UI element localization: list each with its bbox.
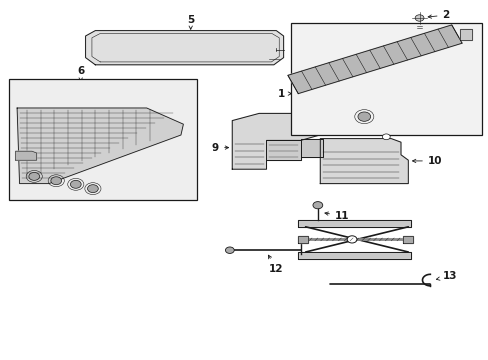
Circle shape	[357, 112, 370, 121]
Polygon shape	[17, 108, 183, 184]
Polygon shape	[298, 252, 410, 259]
Bar	[9, 79, 197, 200]
Circle shape	[70, 180, 81, 188]
Circle shape	[51, 177, 61, 185]
Text: 8: 8	[96, 186, 109, 196]
Polygon shape	[287, 25, 461, 94]
Text: 12: 12	[268, 255, 283, 274]
Text: 1: 1	[277, 89, 291, 99]
Polygon shape	[16, 151, 37, 160]
Text: 7: 7	[21, 171, 34, 181]
Text: 6: 6	[77, 66, 84, 82]
Polygon shape	[298, 220, 410, 227]
Circle shape	[382, 134, 389, 140]
Polygon shape	[85, 31, 283, 65]
Text: 11: 11	[324, 211, 349, 221]
Text: 10: 10	[412, 156, 442, 166]
Text: 13: 13	[435, 271, 456, 282]
Polygon shape	[298, 236, 307, 243]
Polygon shape	[266, 140, 300, 160]
Text: 9: 9	[211, 143, 228, 153]
Circle shape	[414, 15, 423, 21]
Circle shape	[87, 185, 98, 193]
Circle shape	[225, 247, 234, 253]
Polygon shape	[459, 30, 471, 40]
Text: 3: 3	[344, 116, 357, 126]
Polygon shape	[232, 113, 332, 169]
Polygon shape	[300, 139, 322, 157]
Circle shape	[29, 172, 40, 180]
Bar	[290, 23, 481, 135]
Polygon shape	[403, 236, 412, 243]
Circle shape	[312, 202, 322, 209]
Text: 2: 2	[427, 10, 449, 20]
Circle shape	[346, 236, 356, 243]
Text: 4: 4	[400, 32, 465, 48]
Polygon shape	[320, 139, 407, 184]
Text: 5: 5	[187, 15, 194, 29]
